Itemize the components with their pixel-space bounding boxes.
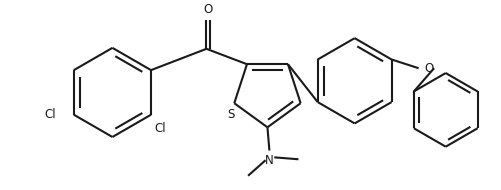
Text: Cl: Cl xyxy=(154,123,165,135)
Text: O: O xyxy=(204,3,213,16)
Text: S: S xyxy=(227,108,235,121)
Text: Cl: Cl xyxy=(45,108,57,121)
Text: N: N xyxy=(265,154,274,167)
Text: O: O xyxy=(424,62,434,75)
